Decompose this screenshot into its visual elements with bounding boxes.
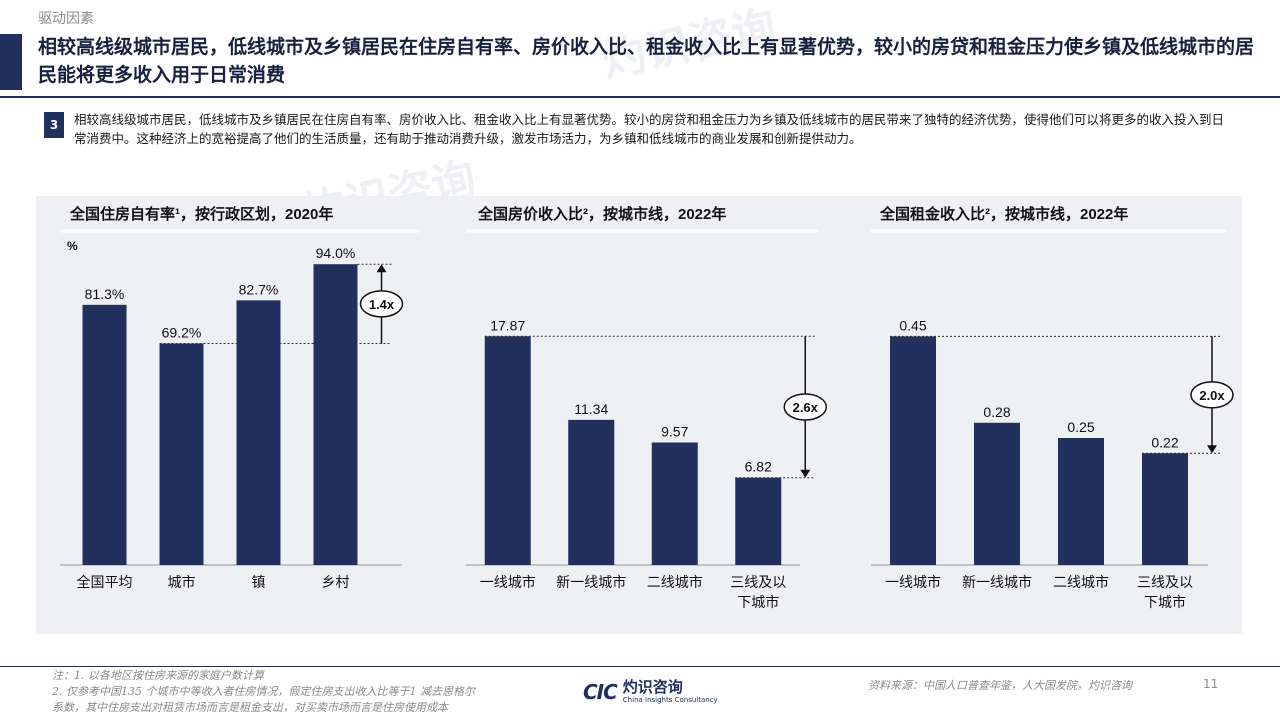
chart-title: 全国租金收入比²，按城市线，2022年 (879, 205, 1128, 223)
bar (568, 419, 615, 565)
annotation-arrowhead (376, 264, 387, 273)
category-label: 一线城市 (480, 574, 536, 590)
data-label: 0.45 (899, 317, 926, 333)
bar (82, 304, 127, 565)
source-note: 资料来源：中国人口普查年鉴，人大国发院，灼识咨询 (868, 679, 1132, 692)
bar (159, 343, 204, 565)
bar (735, 477, 782, 565)
footnotes: 注：1. 以各地区按住房来源的家庭户数计算 2. 仅参考中国135 个城市中等收… (52, 668, 475, 716)
annotation-oval (359, 290, 404, 318)
bar (313, 264, 358, 565)
data-label: 0.28 (983, 404, 1010, 420)
data-label: 9.57 (661, 424, 688, 440)
footnote-2: 2. 仅参考中国135 个城市中等收入者住房情况，假定住房支出收入比等于1 减去… (52, 685, 475, 698)
annotation-label: 1.4x (369, 297, 395, 312)
bar (974, 422, 1020, 565)
data-label: 82.7% (239, 281, 279, 297)
category-label: 二线城市 (1053, 574, 1109, 590)
bar (1058, 438, 1104, 565)
section-tag: 驱动因素 (38, 11, 94, 27)
category-label: 下城市 (737, 594, 779, 610)
data-label: 0.25 (1067, 419, 1094, 435)
category-label: 镇 (252, 574, 266, 590)
annotation-arrowhead (800, 469, 811, 478)
category-label: 三线及以 (730, 574, 786, 590)
data-label: 17.87 (490, 317, 525, 333)
data-label: 69.2% (162, 325, 202, 341)
summary-number-badge: 3 (44, 112, 64, 138)
category-label: 下城市 (1144, 594, 1186, 610)
title-divider (0, 96, 1280, 98)
bar (236, 300, 281, 565)
logo-cn: 灼识咨询 (622, 678, 683, 696)
category-label: 三线及以 (1137, 574, 1193, 590)
logo-en: China Insights Consultancy (622, 696, 718, 704)
title-accent-bar (0, 34, 22, 90)
footnote-1: 注：1. 以各地区按住房来源的家庭户数计算 (52, 669, 264, 682)
category-label: 城市 (168, 574, 196, 590)
category-label: 二线城市 (647, 574, 703, 590)
annotation-arrowhead (1207, 445, 1217, 454)
annotation-oval (1190, 381, 1234, 409)
footer-divider (0, 666, 1280, 667)
chart-title: 全国房价收入比²，按城市线，2022年 (477, 205, 726, 223)
page-title: 相较高线级城市居民，低线城市及乡镇居民在住房自有率、房价收入比、租金收入比上有显… (38, 36, 1255, 86)
bar (890, 336, 936, 565)
data-label: 11.34 (574, 401, 608, 417)
data-label: 0.22 (1151, 434, 1178, 450)
category-label: 新一线城市 (556, 574, 626, 590)
category-label: 全国平均 (77, 574, 133, 590)
category-label: 新一线城市 (962, 574, 1032, 590)
bar (651, 442, 698, 565)
footnote-3: 系数，其中住房支出对租赁市场而言是租金支出，对买卖市场而言是住房使用成本 (52, 701, 448, 714)
annotation-label: 2.0x (1199, 388, 1225, 403)
data-label: 6.82 (745, 459, 772, 475)
company-logo: CIC 灼识咨询 China Insights Consultancy (583, 680, 718, 705)
page-number: 11 (1203, 677, 1219, 691)
y-axis-unit: % (67, 239, 78, 253)
bar (484, 336, 531, 565)
summary-text: 相较高线级城市居民，低线城市及乡镇居民在住房自有率、房价收入比、租金收入比上有显… (74, 112, 1225, 146)
logo-mark: CIC (583, 680, 618, 704)
annotation-oval (783, 393, 827, 421)
data-label: 94.0% (316, 245, 356, 261)
chart-title: 全国住房自有率¹，按行政区划，2020年 (69, 205, 333, 223)
annotation-label: 2.6x (793, 400, 819, 415)
category-label: 一线城市 (885, 574, 941, 590)
data-label: 81.3% (85, 286, 125, 302)
logo-text: 灼识咨询 China Insights Consultancy (623, 680, 718, 704)
category-label: 乡村 (322, 574, 350, 590)
bar (1142, 453, 1188, 565)
